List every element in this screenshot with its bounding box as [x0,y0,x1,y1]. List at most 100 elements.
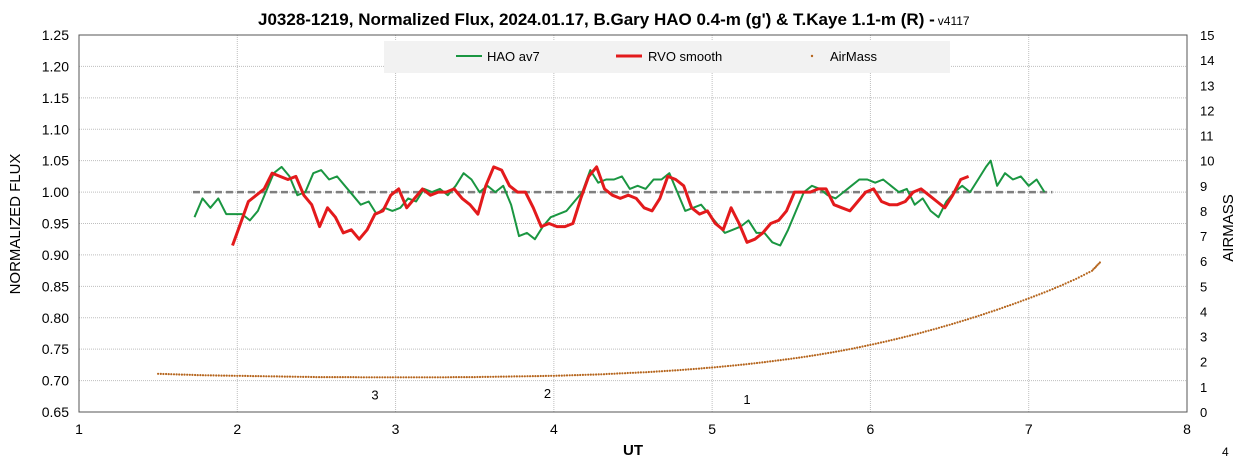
airmass-point [713,366,716,369]
airmass-point [584,373,587,376]
airmass-point [339,376,342,379]
airmass-point [262,375,265,378]
airmass-point [500,375,503,378]
airmass-point [748,362,751,365]
y-tick-label: 1.00 [42,184,69,200]
airmass-point [310,375,313,379]
airmass-point [460,376,463,379]
airmass-point [402,376,405,379]
airmass-point [850,347,854,350]
airmass-point [207,374,210,377]
airmass-point [924,330,927,333]
airmass-point [927,329,930,332]
airmass-point [573,374,577,377]
airmass-point [732,364,735,367]
airmass-point [465,376,468,379]
airmass-point [993,309,996,312]
airmass-point [283,375,286,378]
airmass-point [600,373,603,376]
y-tick-label: 1.05 [42,153,69,169]
chart-title: J0328-1219, Normalized Flux, 2024.01.17,… [258,10,935,29]
x-tick-label: 3 [392,421,400,437]
airmass-point [167,373,170,376]
x-tick-label: 6 [867,421,875,437]
airmass-point [497,375,500,378]
airmass-point [1067,281,1070,284]
airmass-point [895,337,898,340]
airmass-point [513,375,516,378]
series-line-rvo-smooth [231,165,970,247]
airmass-point [990,310,993,313]
y2-tick-label: 4 [1200,304,1207,319]
y2-tick-label: 11 [1200,129,1214,144]
airmass-point [1090,269,1094,272]
airmass-point [223,374,226,377]
airmass-point [798,356,801,359]
airmass-point [365,376,368,379]
airmass-point [581,373,585,376]
airmass-point [631,371,635,374]
airmass-point [399,376,402,379]
airmass-point [893,338,896,341]
airmass-point [471,376,474,379]
airmass-point [241,374,244,377]
airmass-point [357,376,360,379]
airmass-point [840,349,843,352]
airmass-point [945,324,949,327]
airmass-point [974,315,978,318]
airmass-point [869,343,872,346]
airmass-point [650,370,653,373]
airmass-point [711,366,714,369]
airmass-point [882,340,885,344]
airmass-point [515,375,519,378]
airmass-point [568,374,571,377]
airmass-point [932,328,935,331]
airmass-point [951,322,954,326]
airmass-point [505,375,508,378]
plot-area-frame [78,34,1188,413]
airmass-point [774,359,777,362]
airmass-point [1025,298,1028,301]
airmass-point [331,376,334,379]
airmass-point [394,376,397,379]
airmass-point [1094,265,1098,268]
series-line-hao-av7 [193,159,1046,247]
airmass-point [315,376,318,379]
x-tick-label: 4 [550,421,558,437]
airmass-point [874,342,877,345]
airmass-point [1017,301,1020,304]
airmass-point [354,376,358,379]
airmass-point [1098,261,1101,264]
y-axis-label: NORMALIZED FLUX [7,154,24,295]
airmass-point [405,376,408,379]
airmass-point [845,348,848,351]
airmass-point [180,373,183,376]
airmass-point [956,321,959,324]
y2-tick-label: 0 [1200,405,1207,420]
airmass-point [1048,289,1051,292]
airmass-point [1075,277,1078,280]
series-markers-airmass [157,261,1101,379]
airmass-point [194,373,197,377]
airmass-point [935,327,938,330]
airmass-point [323,376,326,379]
airmass-point [436,376,439,379]
airmass-point [779,359,782,362]
y2-tick-label: 2 [1200,355,1207,370]
airmass-point [426,376,429,379]
airmass-point [1061,283,1065,286]
y-tick-label: 1.15 [42,90,69,106]
annotation-label: 2 [544,386,551,401]
airmass-point [563,374,566,377]
airmass-point [1019,300,1022,303]
airmass-point [879,341,883,344]
airmass-point [827,351,830,355]
y2-tick-label: 14 [1200,53,1214,68]
airmass-point [531,375,534,378]
airmass-point [1096,264,1099,267]
airmass-point [589,373,592,376]
airmass-point [755,361,759,365]
airmass-point [953,322,956,325]
airmass-point [996,308,999,311]
airmass-point [1040,292,1043,295]
